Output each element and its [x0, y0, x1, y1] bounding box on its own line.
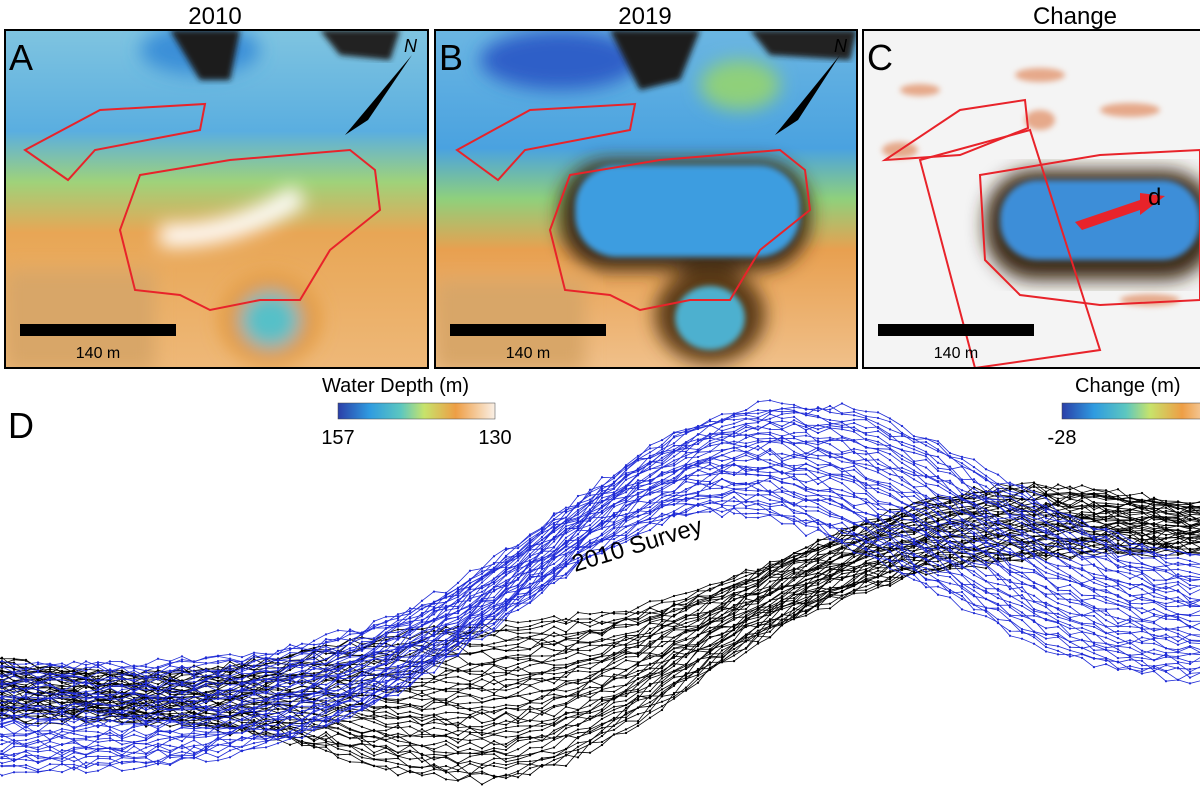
survey-line — [0, 506, 1200, 777]
colorbar-tick-label: 130 — [478, 427, 511, 449]
panel-frame — [434, 29, 858, 369]
scale-label: 140 m — [76, 345, 120, 362]
map-b — [435, 30, 857, 368]
feature-label: d — [1148, 184, 1161, 211]
colorbar — [1061, 402, 1200, 420]
scale-label: 140 m — [506, 345, 550, 362]
panel-title: Change — [1033, 3, 1117, 30]
map-a — [5, 30, 428, 368]
panel-letter: A — [9, 37, 33, 78]
colorbar-tick-label: 157 — [321, 427, 354, 449]
colorbar-label: Change (m) — [1075, 375, 1181, 397]
map-c — [863, 30, 1200, 368]
panel-title: 2019 — [618, 3, 671, 30]
panel-letter: B — [439, 37, 463, 78]
colorbar — [337, 402, 496, 420]
panel-title: 2010 — [188, 3, 241, 30]
panel-letter: C — [867, 37, 893, 78]
panel-frame — [862, 29, 1200, 369]
colorbar-label: Water Depth (m) — [322, 375, 469, 397]
profile-lines — [0, 399, 1200, 786]
colorbar-tick-label: -28 — [1048, 427, 1077, 449]
north-label: N — [404, 36, 418, 56]
panel-frame — [4, 29, 429, 369]
north-label: N — [834, 36, 848, 56]
profile-background — [0, 395, 1200, 800]
scale-label: 140 m — [934, 345, 978, 362]
panel-letter: D — [8, 405, 34, 446]
